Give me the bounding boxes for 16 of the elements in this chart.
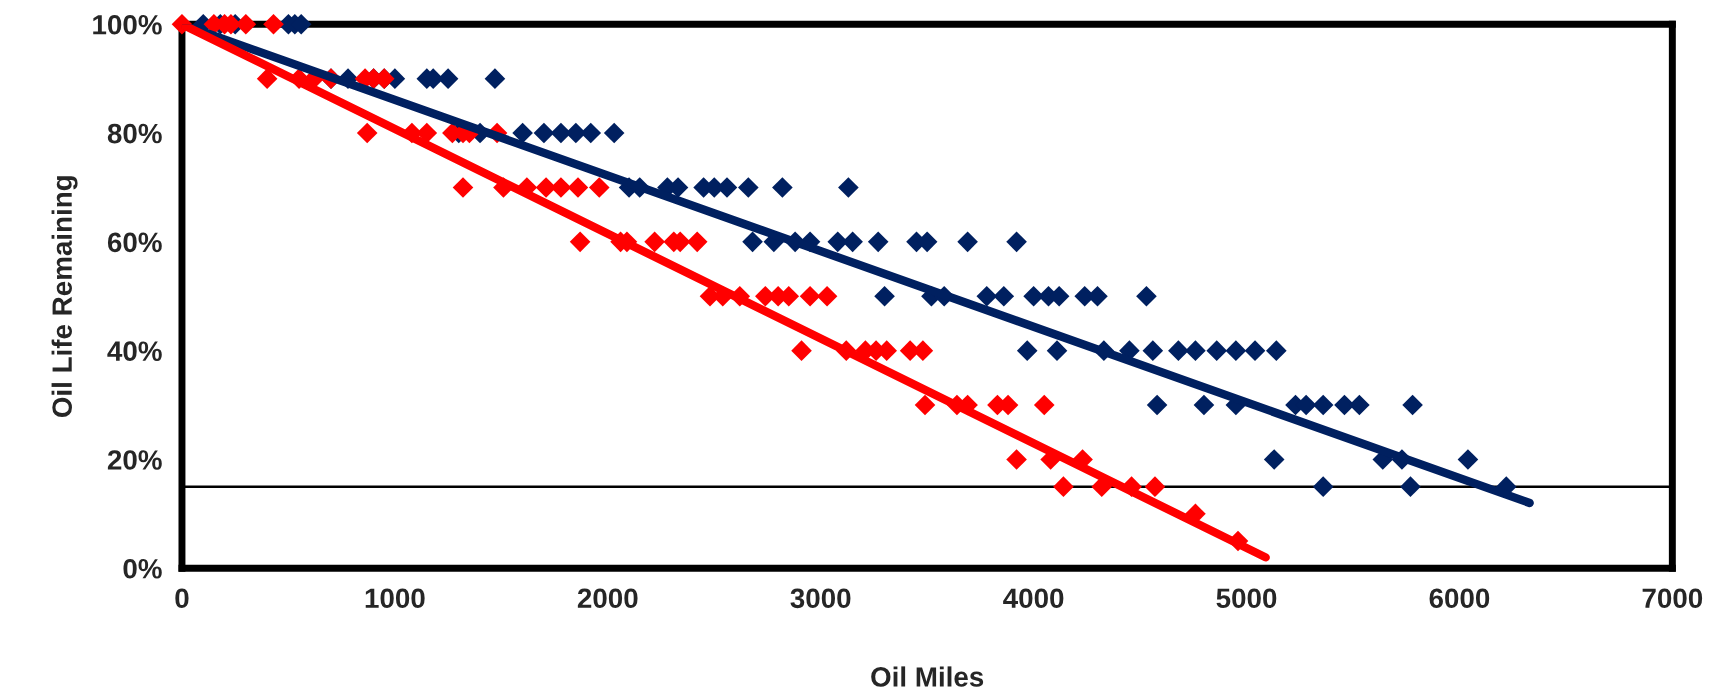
- x-tick-label: 0: [175, 588, 189, 609]
- x-tick-label: 6000: [1429, 588, 1490, 609]
- x-tick-label: 5000: [1216, 588, 1277, 609]
- y-tick-label: 80%: [107, 123, 162, 144]
- x-tick-label: 7000: [1642, 588, 1703, 609]
- y-tick-label: 0%: [123, 558, 162, 579]
- y-tick-label: 100%: [93, 14, 162, 35]
- y-tick-label: 20%: [107, 450, 162, 470]
- y-tick-label: 60%: [107, 232, 162, 253]
- x-tick-label: 3000: [790, 588, 851, 609]
- x-tick-label: 4000: [1003, 588, 1064, 609]
- x-axis-title: Oil Miles: [871, 666, 984, 687]
- x-tick-label: 1000: [365, 588, 425, 609]
- y-tick-label: 40%: [107, 341, 162, 361]
- y-axis-title: Oil Life Remaining: [51, 176, 78, 418]
- x-tick-label: 2000: [577, 588, 638, 609]
